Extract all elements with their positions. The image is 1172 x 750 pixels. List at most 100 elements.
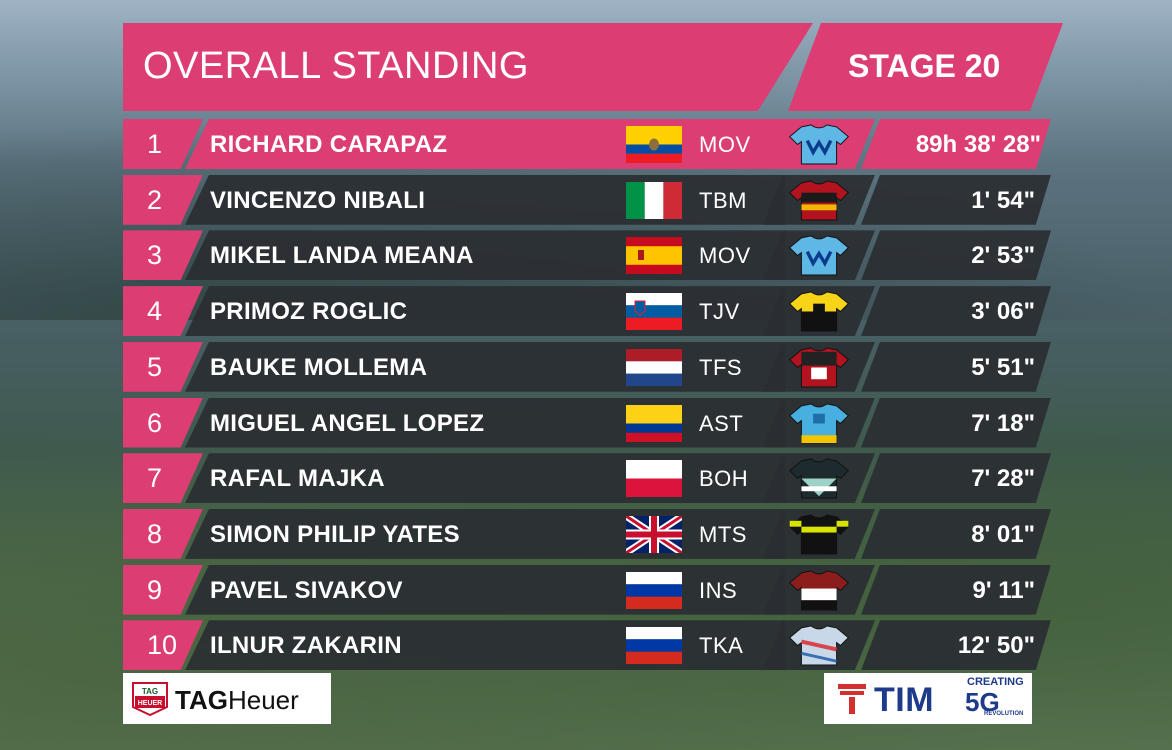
page-title: OVERALL STANDING [143,45,529,87]
gap-time: 8' 01" [971,520,1035,548]
colombia-flag-icon [626,404,682,442]
position-number: 3 [147,240,163,271]
row-name-band [185,230,785,281]
table-row: 1 RICHARD CARAPAZ MOV 89h 38' 28" [123,119,1063,169]
row-time-band [861,286,1051,337]
stage-label: STAGE 20 [848,48,1001,84]
united-kingdom-flag-icon [626,515,682,553]
position-badge: 10 [123,620,203,671]
astana-jersey-icon [787,402,851,445]
table-row: 2 VINCENZO NIBALI TBM 1' 54" [123,174,1063,225]
movistar-jersey-icon [787,234,851,277]
tag-shield-bottom-text: HEUER [138,700,163,707]
row-time-band [861,341,1051,392]
gap-time: 89h 38' 28" [915,131,1041,158]
team-code: TFS [699,354,743,380]
row-time-band [861,397,1051,448]
netherlands-flag-icon [626,348,682,386]
poland-flag-icon [626,460,682,498]
rider-name: RICHARD CARAPAZ [210,131,448,158]
italy-flag-icon [626,181,682,219]
position-number: 6 [147,407,163,438]
header-title-band: OVERALL STANDING [123,23,813,111]
position-number: 5 [147,351,163,382]
rider-name: RAFAL MAJKA [210,465,385,493]
row-time-band [861,119,1051,169]
row-time-band [861,620,1051,671]
row-name-band [185,341,785,392]
table-row: 4 PRIMOZ ROGLIC TJV 3' 06" [123,286,1063,337]
position-number: 4 [147,296,163,327]
row-time-band [861,564,1051,615]
team-code: MOV [699,132,751,157]
rider-name: SIMON PHILIP YATES [210,520,460,548]
row-name-band [185,397,785,448]
table-row: 5 BAUKE MOLLEMA TFS 5' 51" [123,341,1063,392]
ineos-jersey-icon [787,569,851,612]
position-number: 9 [147,574,163,605]
team-code: AST [699,410,744,436]
russia-flag-icon [626,571,682,609]
tag-heuer-wordmark: TAGHeuer [175,685,299,716]
position-number: 1 [147,129,163,159]
row-name-band [185,620,785,671]
bora-hansgrohe-jersey-icon [787,457,851,500]
table-row: 3 MIKEL LANDA MEANA MOV 2' 53" [123,230,1063,281]
row-time-band [861,174,1051,225]
table-row: 9 PAVEL SIVAKOV INS 9' 11" [123,564,1063,615]
tim-tagline-main: 5G [965,687,1000,717]
row-name-band [185,564,785,615]
russia-flag-icon [626,627,682,665]
gap-time: 12' 50" [957,632,1035,660]
tim-tagline-top: CREATING [967,676,1024,688]
tag-heuer-shield-icon: TAG HEUER [132,682,168,717]
row-time-band [861,508,1051,559]
row-name-band [185,508,785,559]
rider-name: PAVEL SIVAKOV [210,576,403,604]
team-code: BOH [699,466,749,492]
team-code: MTS [699,521,747,547]
gap-time: 2' 53" [971,242,1035,270]
team-code: TKA [699,633,744,659]
team-code: TJV [699,299,740,325]
rider-name: MIGUEL ANGEL LOPEZ [210,409,485,437]
tag-heuer-logo: TAG HEUER TAGHeuer [123,673,331,724]
tim-wordmark: TIM [874,681,935,719]
team-code: TBM [699,187,747,213]
row-name-band [185,453,785,504]
team-code: MOV [699,243,751,269]
tag-wordmark-part2: Heuer [227,685,299,715]
position-number: 10 [147,630,178,661]
gap-time: 5' 51" [971,353,1035,381]
row-name-band [185,119,785,169]
ecuador-flag-icon [626,126,682,163]
team-code: INS [699,577,738,603]
table-row: 8 SIMON PHILIP YATES MTS 8' 01" [123,508,1063,559]
rider-name: ILNUR ZAKARIN [210,632,402,660]
slovenia-flag-icon [626,293,682,331]
position-number: 8 [147,518,163,549]
position-badge: 6 [123,397,203,448]
tim-mark-icon [838,684,866,714]
rider-name: BAUKE MOLLEMA [210,353,428,381]
rider-name: PRIMOZ ROGLIC [210,298,408,326]
bahrain-merida-jersey-icon [787,179,851,222]
gap-time: 3' 06" [971,298,1035,326]
jumbo-visma-jersey-icon [787,290,851,333]
mitchelton-scott-jersey-icon [787,513,851,556]
row-time-band [861,230,1051,281]
gap-time: 1' 54" [971,186,1035,214]
movistar-jersey-icon [787,123,851,166]
gap-time: 7' 18" [971,409,1035,437]
table-row: 10 ILNUR ZAKARIN TKA 12' 50" [123,620,1063,671]
gap-time: 9' 11" [972,576,1035,604]
table-row: 6 MIGUEL ANGEL LOPEZ AST 7' 18" [123,397,1063,448]
row-time-band [861,453,1051,504]
row-name-band [185,174,785,225]
gap-time: 7' 28" [971,465,1035,493]
table-row: 7 RAFAL MAJKA BOH 7' 28" [123,453,1063,504]
tag-shield-top-text: TAG [142,687,158,696]
tag-wordmark-part1: TAG [175,685,228,715]
standings-panel: OVERALL STANDING STAGE 20 1 RICHARD CARA… [123,23,1063,673]
katusha-jersey-icon [787,624,851,667]
